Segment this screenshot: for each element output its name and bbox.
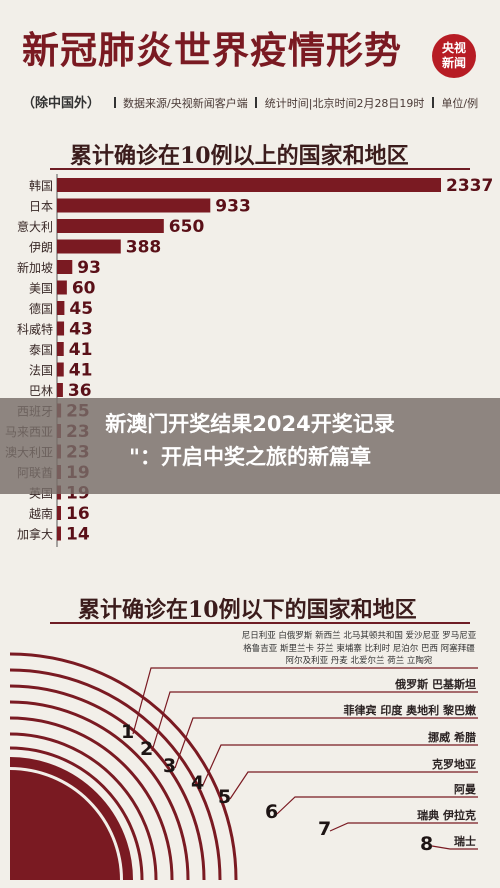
category-label: 意大利 (17, 219, 53, 234)
value-label: 2337 (446, 176, 493, 196)
separator-bar (255, 97, 258, 108)
overlay-line-1: 新澳门开奖结果2024开奖记录 (105, 412, 395, 436)
arc-ring (9, 746, 144, 881)
cctv-news-logo: 央视 新闻 (432, 34, 476, 78)
value-label: 93 (77, 258, 101, 278)
separator-bar (431, 97, 434, 108)
value-label: 16 (66, 504, 90, 524)
leader-line (329, 822, 478, 832)
category-label: 法国 (29, 364, 53, 378)
bar (57, 301, 65, 315)
names-line: 阿尔及利亚 丹麦 北爱尔兰 荷兰 立陶宛 (285, 656, 433, 666)
country-group-label: 克罗地亚 (432, 757, 476, 771)
value-label: 41 (69, 361, 93, 381)
value-label: 388 (126, 238, 162, 258)
category-label: 美国 (29, 282, 53, 296)
count-number: 1 (121, 721, 134, 743)
arc-ring (9, 652, 238, 881)
page-title: 新冠肺炎世界疫情形势 (22, 28, 402, 72)
count-number: 2 (140, 738, 153, 760)
value-label: 933 (215, 197, 251, 217)
category-label: 伊朗 (29, 241, 53, 255)
section1-title: 累计确诊在10例以上的国家和地区 (70, 143, 409, 169)
bar (57, 178, 441, 192)
bar (57, 362, 64, 377)
stat-time-text: 统计时间|北京时间2月28日19时 (264, 97, 425, 110)
arc-ring (9, 684, 206, 881)
bar (57, 321, 65, 336)
source-text: 数据来源/央视新闻客户端 (123, 97, 248, 110)
logo-line-2: 新闻 (441, 56, 466, 70)
section1-divider (50, 168, 470, 170)
category-label: 巴林 (29, 384, 53, 398)
arc-base (10, 770, 120, 880)
leader-line (132, 667, 478, 735)
category-label: 德国 (29, 301, 53, 316)
count-number: 6 (265, 801, 278, 823)
bar (57, 526, 61, 541)
count-number: 3 (163, 755, 176, 777)
header: 新冠肺炎世界疫情形势 央视 新闻 （除中国外） 数据来源/央视新闻客户端 统计时… (0, 0, 500, 120)
value-label: 45 (69, 299, 93, 319)
overlay-text: 新澳门开奖结果2024开奖记录 "：开启中奖之旅的新篇章 (0, 408, 500, 474)
country-group-label: 挪威 希腊 (428, 730, 476, 744)
logo-line-1: 央视 (441, 41, 466, 55)
leader-line (202, 744, 478, 786)
caption-overlay: 新澳门开奖结果2024开奖记录 "：开启中奖之旅的新篇章 (0, 398, 500, 494)
category-label: 日本 (29, 200, 53, 214)
bar (57, 260, 73, 274)
leader-line (229, 771, 478, 800)
scope-note: （除中国外） (22, 96, 101, 111)
leader-line (276, 796, 478, 815)
country-group-label: 瑞典 伊拉克 (417, 808, 476, 822)
section2-divider (50, 622, 470, 624)
leader-line (431, 845, 478, 850)
bar (57, 239, 121, 254)
country-group-label: 俄罗斯 巴基斯坦 (394, 677, 476, 691)
category-label: 科威特 (17, 322, 53, 337)
bar (57, 342, 64, 356)
arc-ring (9, 757, 133, 881)
overlay-line-2: "：开启中奖之旅的新篇章 (129, 445, 371, 469)
category-label: 泰国 (29, 343, 53, 357)
names-line: 尼日利亚 白俄罗斯 新西兰 北马其顿共和国 爱沙尼亚 罗马尼亚 (241, 631, 477, 641)
country-group-label: 菲律宾 印度 奥地利 黎巴嫩 (344, 703, 477, 717)
count-number: 8 (420, 833, 433, 855)
bar (57, 219, 164, 233)
arc-ring (9, 732, 158, 881)
unit-text: 单位/例 (441, 97, 479, 110)
category-label: 加拿大 (17, 527, 53, 542)
value-label: 43 (69, 320, 93, 340)
value-label: 41 (69, 340, 93, 360)
section2-title: 累计确诊在10例以下的国家和地区 (78, 597, 417, 623)
category-label: 韩国 (29, 178, 53, 193)
category-label: 新加坡 (17, 260, 53, 275)
country-group-label: 瑞士 (454, 834, 476, 848)
separator-bar (113, 97, 116, 108)
count-number: 5 (218, 786, 231, 808)
value-label: 60 (72, 279, 96, 299)
leader-line (174, 717, 478, 769)
count-number: 4 (191, 772, 204, 794)
names-line: 格鲁吉亚 斯里兰卡 芬兰 柬埔寨 比利时 尼泊尔 巴西 阿塞拜疆 (243, 643, 475, 654)
bar (57, 280, 67, 295)
bar (57, 506, 61, 520)
value-label: 14 (66, 525, 90, 545)
bar (57, 383, 63, 397)
country-group-label: 阿曼 (454, 782, 476, 796)
leader-line (151, 691, 478, 752)
value-label: 650 (169, 217, 205, 237)
category-label: 越南 (29, 506, 53, 521)
bar (57, 198, 211, 213)
source-line: （除中国外） 数据来源/央视新闻客户端 统计时间|北京时间2月28日19时 单位… (22, 92, 478, 111)
single-case-country-list: 尼日利亚 白俄罗斯 新西兰 北马其顿共和国 爱沙尼亚 罗马尼亚 格鲁吉亚 斯里兰… (234, 630, 484, 668)
count-number: 7 (318, 818, 331, 840)
arc-ring (9, 700, 190, 881)
arc-ring (9, 716, 174, 881)
value-label: 36 (68, 381, 92, 401)
